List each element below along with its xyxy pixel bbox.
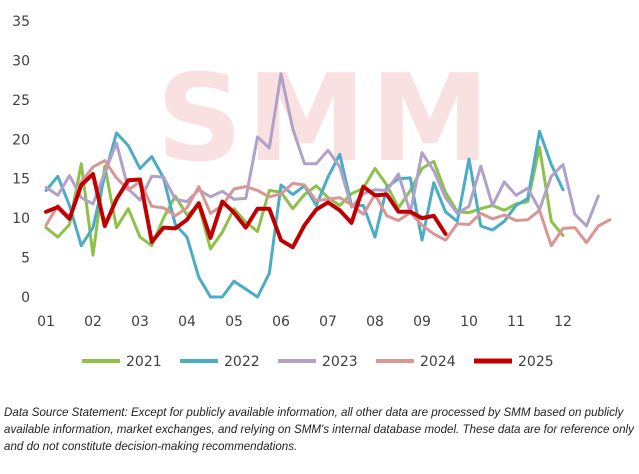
series-layer [44,72,612,299]
y-tick-label: 10 [12,211,30,227]
legend: 2021 2022 2023 2024 2025 [82,354,554,370]
legend-label-2023: 2023 [322,354,358,370]
legend-label-2021: 2021 [126,354,162,370]
legend-label-2022: 2022 [224,354,260,370]
y-tick-label: 5 [21,251,30,267]
x-tick-label: 02 [84,314,102,330]
data-source-statement: Data Source Statement: Except for public… [4,406,634,453]
legend-label-2025: 2025 [518,354,554,370]
y-tick-label: 25 [12,93,30,109]
svg-text:SMM: SMM [156,50,493,189]
y-tick-label: 15 [12,172,30,188]
y-tick-label: 35 [12,14,30,30]
x-axis: 01 02 03 04 05 06 07 08 09 10 11 12 [37,314,572,330]
x-tick-label: 10 [460,314,478,330]
x-tick-label: 12 [554,314,572,330]
x-tick-label: 05 [225,314,243,330]
x-tick-label: 11 [507,314,525,330]
y-tick-label: 0 [21,290,30,306]
x-tick-label: 08 [366,314,384,330]
series-line-2023 [44,72,600,228]
series-line-2025 [44,172,448,250]
x-tick-label: 04 [178,314,196,330]
legend-label-2024: 2024 [420,354,456,370]
x-tick-label: 01 [37,314,55,330]
x-tick-label: 06 [272,314,290,330]
y-tick-label: 20 [12,132,30,148]
smm-watermark-logo: SMM [156,50,493,189]
y-tick-label: 30 [12,53,30,69]
x-tick-label: 03 [131,314,149,330]
y-axis: 0 5 10 15 20 25 30 35 [12,14,30,306]
x-tick-label: 09 [413,314,431,330]
x-tick-label: 07 [319,314,337,330]
